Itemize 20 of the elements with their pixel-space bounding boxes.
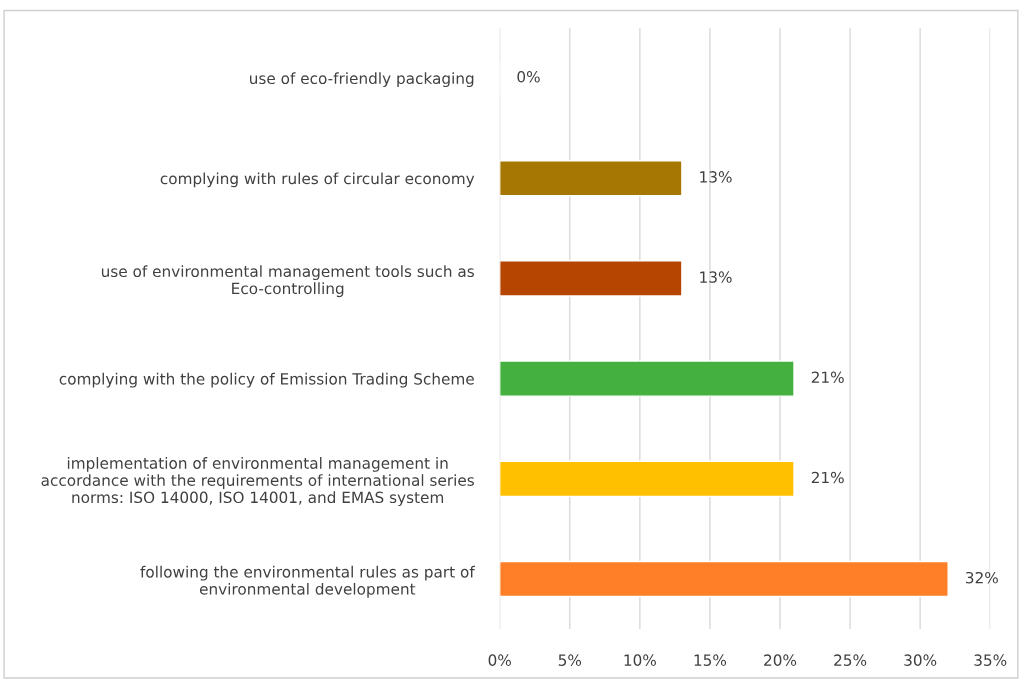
x-tick-label: 35% [974, 654, 1007, 666]
data-label: 32% [966, 571, 998, 584]
x-tick-label: 25% [834, 654, 867, 666]
y-tick-label: implementation of environmental management in accordance with the requirements of international series norms: ISO 14000, ISO 14001, and EMAS system [41, 457, 474, 507]
y-tick-label: following the environmental rules as part of environmental development [140, 565, 476, 598]
x-tick-label: 15% [694, 654, 727, 666]
data-label: 21% [811, 371, 844, 384]
data-label: 0% [517, 70, 540, 83]
x-tick-label: 10% [624, 654, 656, 666]
x-tick-label: 5% [558, 654, 582, 666]
data-label: 13% [700, 171, 732, 183]
x-tick-label: 0% [488, 654, 511, 666]
x-tick-label: 30% [904, 654, 937, 666]
x-tick-label: 20% [764, 654, 797, 666]
data-label: 21% [811, 471, 844, 484]
y-tick-label: use of eco-friendly packaging [250, 72, 474, 88]
y-tick-label: use of environmental management tools such as Eco-controlling [101, 265, 474, 298]
y-tick-label: complying with rules of circular economy [160, 172, 475, 188]
y-tick-label: complying with the policy of Emission Trading Scheme [59, 372, 474, 388]
data-label: 13% [700, 271, 732, 283]
